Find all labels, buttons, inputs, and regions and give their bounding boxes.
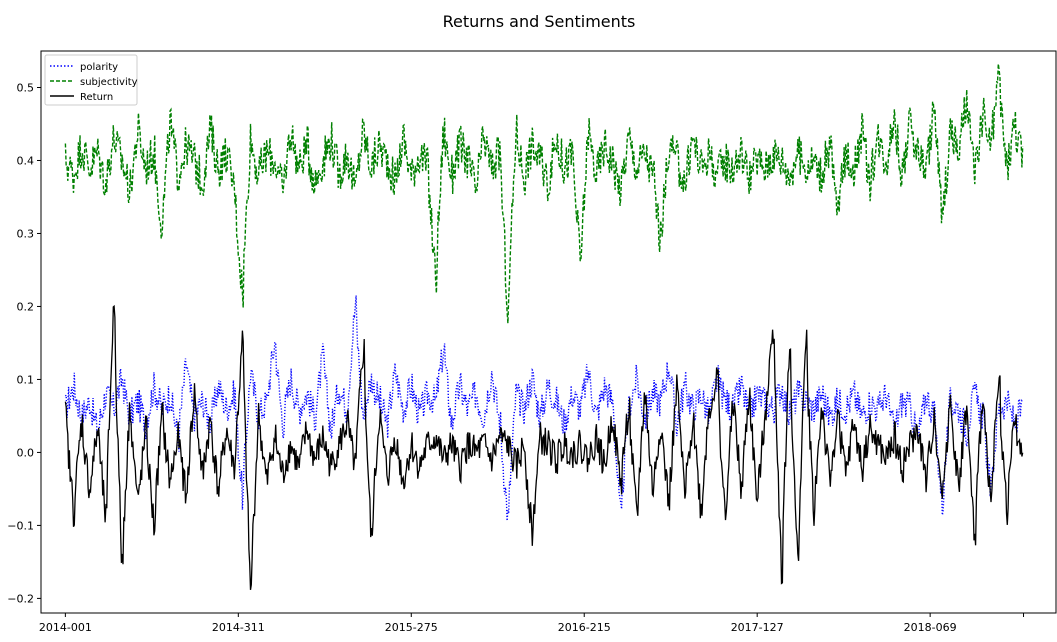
x-tick-label: 2015-275 — [385, 621, 438, 634]
y-tick-label: 0.4 — [17, 154, 35, 167]
series-line-Return — [64, 304, 1024, 591]
legend: polarity subjectivity Return — [44, 54, 138, 106]
y-tick-label: 0.2 — [17, 300, 35, 313]
legend-box — [44, 54, 138, 106]
legend-label: polarity — [80, 62, 118, 73]
x-tick-label: 2017-127 — [731, 621, 784, 634]
y-tick-label: −0.1 — [7, 519, 34, 532]
x-tick-label: 2018-069 — [904, 621, 957, 634]
x-tick-label: 2016-215 — [558, 621, 611, 634]
series-line-subjectivity — [64, 63, 1024, 324]
legend-label: subjectivity — [80, 77, 138, 88]
axes-layer: 0.5 0.4 0.3 0.2 0.1 0.0 −0.1 −0.2 2014-001 2014-3… — [7, 81, 1025, 634]
y-tick-label: 0.5 — [17, 81, 35, 94]
series-layer — [64, 63, 1024, 591]
series-line-polarity — [64, 295, 1023, 521]
x-tick-label: 2014-001 — [39, 621, 92, 634]
plot-frame — [40, 50, 1057, 614]
chart-title: Returns and Sentiments — [443, 12, 636, 31]
x-tick-label: 2014-311 — [212, 621, 265, 634]
y-tick-label: 0.1 — [17, 373, 35, 386]
legend-label: Return — [80, 92, 113, 103]
y-tick-label: −0.2 — [7, 592, 34, 605]
y-tick-label: 0.0 — [17, 446, 35, 459]
y-tick-label: 0.3 — [17, 227, 35, 240]
